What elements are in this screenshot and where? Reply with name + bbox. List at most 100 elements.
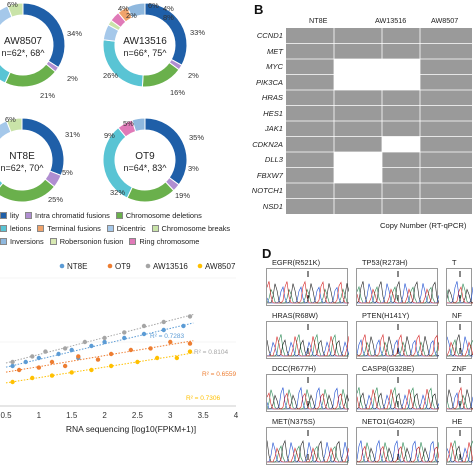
legend-item: Robersonion fusion <box>49 237 123 246</box>
legend-label: Dicentric <box>116 224 146 233</box>
x-tick-label: 3 <box>168 411 173 420</box>
donut-percent-label: 6% <box>5 115 16 124</box>
trace-line <box>447 389 473 410</box>
data-point <box>62 363 68 369</box>
legend-label: Chromosome breaks <box>161 224 231 233</box>
gene-label: CCND1 <box>256 31 283 40</box>
grid-cell <box>382 28 420 44</box>
chromatogram-trace <box>447 324 473 357</box>
x-tick-label: 1.5 <box>66 411 78 420</box>
donut-counts: n=66*, 75^ <box>123 48 167 58</box>
column-label-nt8e: NT8E <box>309 16 328 25</box>
gene-label: MET <box>266 46 283 56</box>
donut-slice <box>5 117 23 133</box>
data-point <box>76 354 81 359</box>
legend-row-1: lity Intra chromatid fusions Chromosome … <box>0 211 208 220</box>
grid-cell <box>334 136 382 152</box>
grid-cell <box>420 90 472 106</box>
donut-slice <box>4 63 57 88</box>
data-point <box>102 335 107 341</box>
legend-item: Chromosome deletions <box>115 211 202 220</box>
data-point <box>62 346 68 351</box>
grid-cell <box>286 121 334 137</box>
grid-cell <box>420 121 472 137</box>
data-point <box>102 339 107 345</box>
legend-label: NT8E <box>67 262 87 271</box>
trace-line <box>447 386 473 410</box>
data-point <box>108 351 114 357</box>
chromatogram-trace <box>267 324 349 357</box>
legend-swatch <box>0 225 7 232</box>
grid-cell <box>382 167 420 183</box>
trace-line <box>357 336 439 357</box>
donut-slice <box>0 179 4 188</box>
trace-line <box>357 392 439 410</box>
donut-percent-label: 5% <box>123 119 134 128</box>
legend-item: Terminal fusions <box>37 224 101 233</box>
grid-cell <box>286 74 334 90</box>
legend-swatch <box>151 225 159 232</box>
donut-percent-label: 8% <box>163 13 174 22</box>
scatter-chart: 0.5 1 1.5 2 2.5 3 3.5 4 RNA sequencing [log10(FP… <box>0 262 239 434</box>
grid-cell <box>334 121 382 137</box>
x-tick-label: 2 <box>102 411 107 420</box>
legend-swatch <box>0 212 7 219</box>
gene-label: DLL3 <box>264 155 283 164</box>
data-point <box>187 341 193 346</box>
donut-slice <box>6 2 24 18</box>
donut-name: OT9 <box>135 151 155 162</box>
grid-cell <box>382 59 420 75</box>
donut-percent-label: 3% <box>188 164 199 173</box>
donut-name: AW13516 <box>123 36 167 47</box>
donut-percent-label: 2% <box>126 11 137 20</box>
grid-cell <box>334 74 382 90</box>
data-point <box>36 355 42 361</box>
legend-label: Chromosome deletions <box>125 211 202 220</box>
data-point <box>69 347 74 353</box>
legend-item: Ring chromosome <box>129 237 199 246</box>
data-point <box>23 359 28 365</box>
data-point <box>128 347 134 353</box>
r-squared-label: R² = 0.7283 <box>150 333 185 340</box>
donut-percent-label: 25% <box>48 195 63 204</box>
legend-label: OT9 <box>115 262 131 271</box>
grid-cell <box>286 90 334 106</box>
grid-cell <box>420 167 472 183</box>
donut-percent-label: 2% <box>188 71 199 80</box>
legend-item: Inversions <box>0 237 44 246</box>
donut-percent-label: 4% <box>163 4 174 13</box>
legend-swatch <box>0 238 7 245</box>
chromatogram-box <box>356 321 439 359</box>
donut-percent-label: 21% <box>40 91 55 100</box>
panel-letter-d: D <box>262 246 272 261</box>
grid-cell <box>382 198 420 214</box>
data-point <box>89 343 94 349</box>
chromatogram-trace <box>267 271 349 304</box>
panel-a: AW8507 n=62*, 68^ 34% 2% 21% 6% AW13516 n=66*, … <box>0 0 240 250</box>
grid-cell <box>382 90 420 106</box>
donut-percent-label: 6% <box>148 1 159 10</box>
grid-cell <box>420 28 472 44</box>
legend-label: letions <box>10 224 32 233</box>
grid-cell <box>420 183 472 199</box>
gene-label: HRAS <box>261 93 283 102</box>
grid-x-label: Copy Number (RT-qPCR) <box>380 221 467 230</box>
gene-label: HES1 <box>263 108 283 118</box>
chromatogram-box <box>356 374 439 412</box>
data-point <box>161 319 166 325</box>
trace-label: CASP8(G328E) <box>362 364 415 373</box>
data-point <box>141 331 147 337</box>
legend-marker <box>59 263 65 269</box>
data-point <box>148 346 153 351</box>
grid-cell <box>334 59 382 75</box>
legend-swatch <box>49 238 57 245</box>
donut-percent-label: 19% <box>175 191 190 200</box>
r-squared-label: R² = 0.7306 <box>186 395 221 402</box>
legend-label: Inversions <box>10 237 44 246</box>
chromatogram-box <box>446 427 473 465</box>
donut-percent-label: 26% <box>103 71 118 80</box>
donut-percent-label: 32% <box>110 188 125 197</box>
data-point <box>69 370 74 375</box>
trace-line <box>357 333 439 357</box>
data-point <box>10 363 15 369</box>
